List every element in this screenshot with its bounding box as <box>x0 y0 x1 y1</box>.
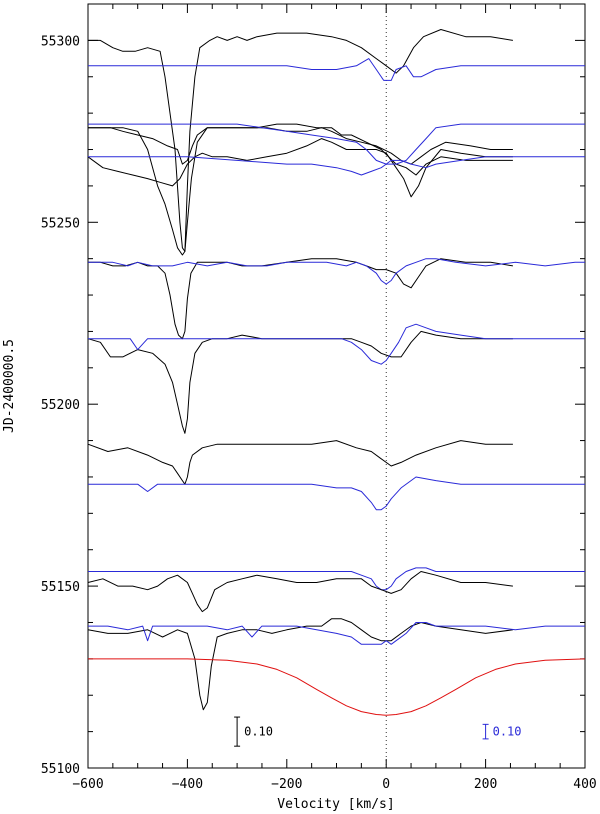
x-axis-title: Velocity [km/s] <box>277 797 394 812</box>
spectrum-line-red-18 <box>88 658 586 716</box>
spectrum-line-black-5 <box>87 138 513 198</box>
spectrum-line-blue-13 <box>88 476 585 511</box>
spectrum-line-black-3 <box>88 123 513 256</box>
x-tick-label: −400 <box>172 777 203 792</box>
spectra-series <box>87 29 586 716</box>
spectrum-line-black-8 <box>88 258 513 340</box>
spectrum-line-blue-11 <box>88 323 585 365</box>
y-tick-label: 55250 <box>41 216 80 231</box>
spectrum-line-blue-9 <box>88 258 585 285</box>
spectrum-line-black-12 <box>87 440 513 485</box>
x-tick-label: −200 <box>271 777 302 792</box>
spectrum-line-black-16 <box>87 618 513 711</box>
x-tick-label: 400 <box>573 777 596 792</box>
axis-ticks <box>87 3 586 769</box>
y-tick-label: 55300 <box>41 34 80 49</box>
x-tick-label: 200 <box>474 777 497 792</box>
x-tick-label: −600 <box>72 777 103 792</box>
y-tick-label: 55200 <box>41 398 80 413</box>
plot-frame <box>87 3 586 769</box>
spectrum-line-blue-14 <box>88 567 585 591</box>
y-tick-label: 55100 <box>41 762 80 777</box>
spectrum-line-blue-17 <box>88 622 585 645</box>
scale-bar-label-2: 0.10 <box>493 725 522 739</box>
scale-bars: 0.10 0.10 <box>234 716 522 747</box>
axis-tick-labels: −600 −400 −200 0 200 400 55100 55150 55200 55250 5… <box>41 34 597 792</box>
spectrum-line-blue-2 <box>88 58 585 81</box>
spectrum-line-blue-7 <box>88 156 585 176</box>
spectrum-line-black-1 <box>88 29 513 252</box>
spectrum-line-black-10 <box>87 330 513 434</box>
spectrum-line-black-15 <box>87 571 513 613</box>
x-tick-label: 0 <box>382 777 390 792</box>
scale-bar-label-1: 0.10 <box>244 725 273 739</box>
y-axis-title: JD-2400000.5 <box>2 339 17 433</box>
y-tick-label: 55150 <box>41 580 80 595</box>
